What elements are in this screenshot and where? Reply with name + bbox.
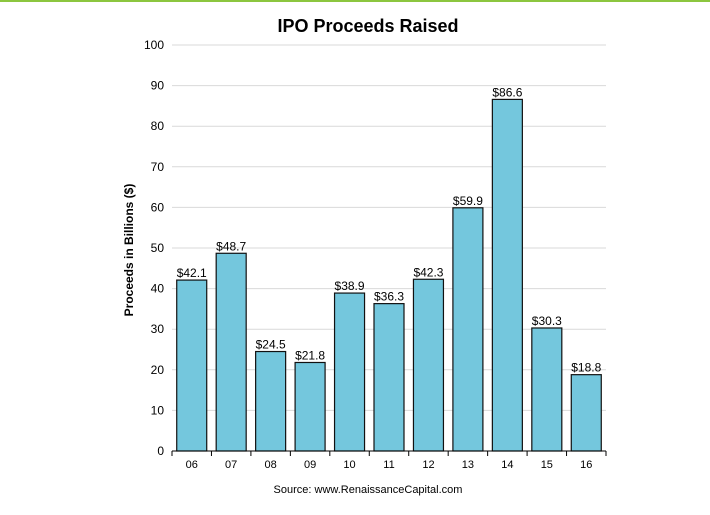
- x-tick-label: 14: [501, 459, 513, 471]
- y-axis-label: Proceeds in Billions ($): [122, 184, 136, 317]
- data-label: $48.7: [216, 239, 246, 253]
- y-tick-label: 90: [151, 79, 165, 93]
- bar: [531, 327, 563, 452]
- y-axis-ticks: 0 10 20 30 40 50 60 70 80 90 100: [144, 38, 164, 458]
- bar: [570, 374, 602, 452]
- bar: [373, 303, 405, 452]
- x-tick-label: 09: [304, 459, 316, 471]
- bar: [333, 292, 366, 452]
- chart-title: IPO Proceeds Raised: [277, 16, 458, 36]
- x-tick-label: 07: [225, 459, 237, 471]
- bar: [412, 278, 445, 452]
- y-tick-label: 80: [151, 119, 165, 133]
- data-label: $30.3: [532, 314, 562, 328]
- data-label: $21.8: [295, 348, 325, 362]
- x-axis: 06 07 08 09 10 11 12 13 14 15 16: [171, 450, 607, 471]
- bars: $42.1 $48.7 $24.5 $21.8 $38.9 $36.3 $42.3 $59.9…: [176, 85, 602, 452]
- bar: [176, 279, 208, 452]
- x-tick-label: 08: [265, 459, 277, 471]
- data-label: $38.9: [335, 279, 365, 293]
- y-tick-label: 20: [151, 363, 165, 377]
- data-label: $59.9: [453, 194, 483, 208]
- y-tick-label: 100: [144, 38, 164, 52]
- x-tick-label: 10: [343, 459, 355, 471]
- bar: [215, 252, 247, 452]
- data-label: $24.5: [256, 338, 286, 352]
- data-label: $86.6: [492, 85, 522, 99]
- x-tick-label: 16: [580, 459, 592, 471]
- y-tick-label: 70: [151, 160, 165, 174]
- y-tick-label: 10: [151, 403, 165, 417]
- x-tick-label: 15: [541, 459, 553, 471]
- x-tick-label: 13: [462, 459, 474, 471]
- y-tick-label: 0: [157, 444, 164, 458]
- x-tick-label: 11: [383, 459, 394, 471]
- x-tick-label: 06: [186, 459, 198, 471]
- y-tick-label: 50: [151, 241, 165, 255]
- y-tick-label: 40: [151, 282, 165, 296]
- bar: [255, 350, 287, 452]
- bar: [491, 98, 523, 452]
- y-tick-label: 30: [151, 322, 165, 336]
- data-label: $42.3: [413, 265, 443, 279]
- data-label: $18.8: [571, 361, 601, 375]
- data-label: $42.1: [177, 266, 207, 280]
- top-accent-rule: [0, 0, 710, 2]
- bar: [452, 207, 484, 452]
- y-tick-label: 60: [151, 200, 165, 214]
- source-note: Source: www.RenaissanceCapital.com: [274, 484, 463, 496]
- data-label: $36.3: [374, 290, 404, 304]
- x-tick-label: 12: [422, 459, 434, 471]
- bar: [294, 361, 326, 452]
